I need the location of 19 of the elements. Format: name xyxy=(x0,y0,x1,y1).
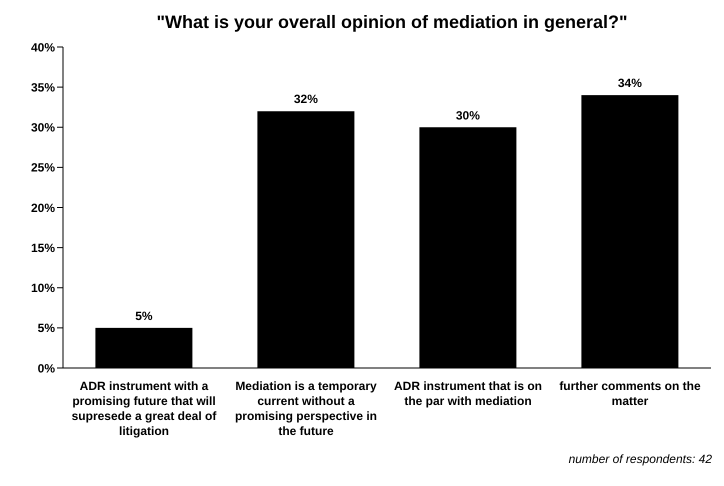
x-tick-label: further comments on the matter xyxy=(559,379,701,408)
chart-title: "What is your overall opinion of mediation in general?" xyxy=(155,11,629,33)
data-label: 32% xyxy=(294,92,318,106)
data-label: 5% xyxy=(135,308,153,323)
x-tick-label: ADR instrument that is on the par with mediation xyxy=(394,379,542,408)
data-label: 30% xyxy=(456,108,480,122)
y-tick-label: 40% xyxy=(30,40,56,54)
y-tick-label: 20% xyxy=(30,200,56,215)
x-tick-label: ADR instrument with a promising future that will supresede a great deal of litigation xyxy=(72,379,218,438)
data-label: 34% xyxy=(618,76,642,90)
y-tick-label: 30% xyxy=(30,120,56,135)
y-tick-label: 10% xyxy=(30,281,56,296)
y-tick-label: 25% xyxy=(30,160,56,175)
y-tick-label: 15% xyxy=(30,240,56,255)
y-tick-label: 5% xyxy=(38,321,56,336)
x-tick-label: Mediation is a temporary current without a promising perspective in the future xyxy=(234,379,378,438)
y-tick-label: 35% xyxy=(30,80,56,94)
text: number of respondents: 42 xyxy=(568,452,712,466)
y-tick-label: 0% xyxy=(38,361,56,376)
